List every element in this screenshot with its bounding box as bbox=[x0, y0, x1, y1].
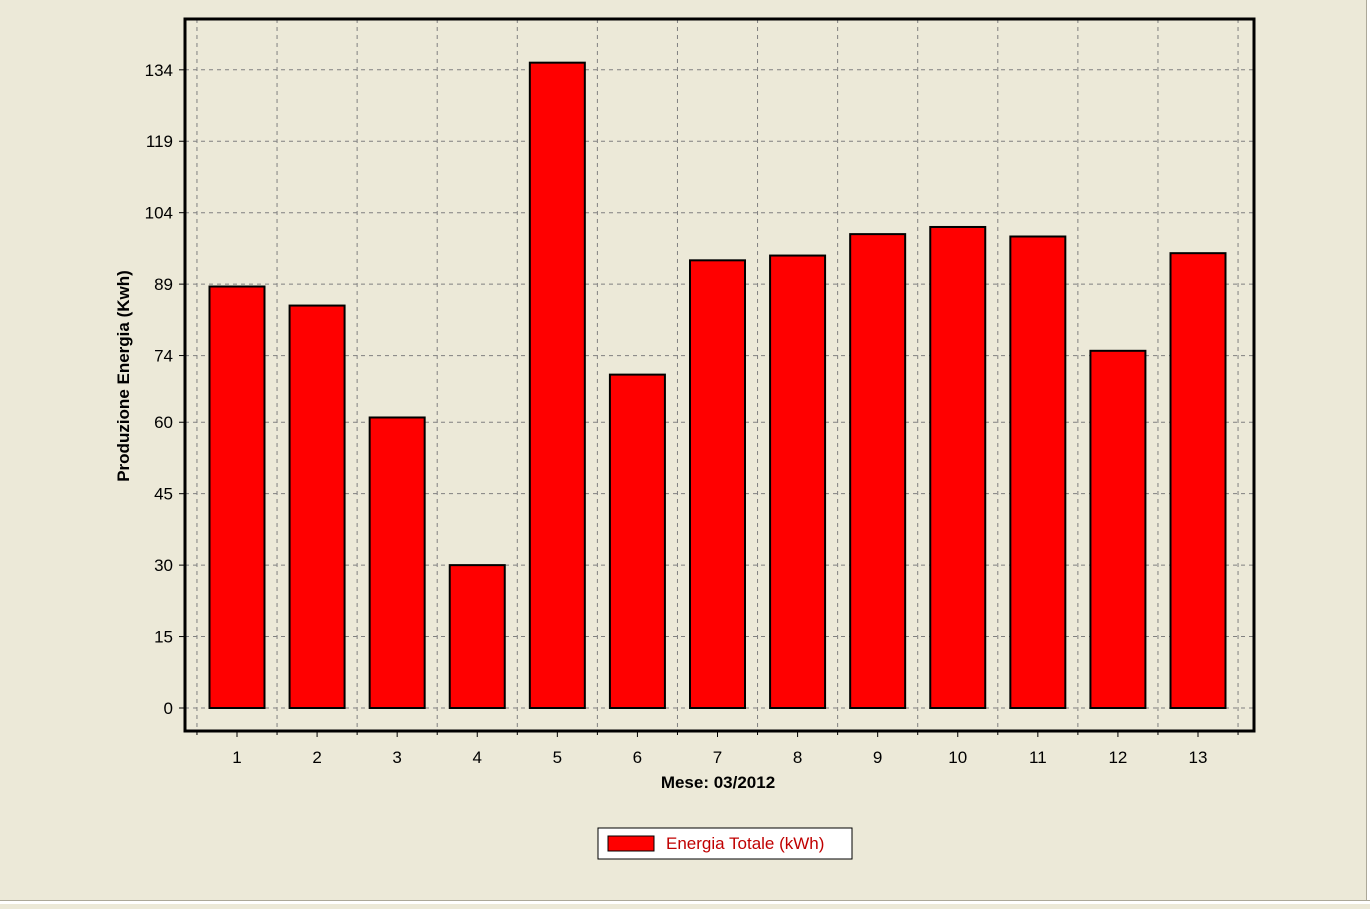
y-tick-label: 45 bbox=[154, 485, 173, 504]
bar-1 bbox=[208, 285, 266, 709]
legend-swatch bbox=[607, 835, 655, 852]
x-tick-label: 13 bbox=[1189, 748, 1208, 767]
y-tick-label: 15 bbox=[154, 628, 173, 647]
x-tick-label: 3 bbox=[392, 748, 401, 767]
x-tick-label: 2 bbox=[312, 748, 321, 767]
bar-5 bbox=[528, 61, 586, 709]
bar-11 bbox=[1009, 235, 1067, 709]
y-tick-label: 119 bbox=[146, 132, 173, 151]
y-tick-label: 0 bbox=[164, 699, 173, 718]
y-tick-label: 60 bbox=[154, 413, 173, 432]
x-tick-label: 4 bbox=[473, 748, 482, 767]
x-tick-label: 5 bbox=[553, 748, 562, 767]
y-tick-label: 74 bbox=[154, 347, 173, 366]
legend-label: Energia Totale (kWh) bbox=[666, 834, 824, 853]
x-tick-label: 6 bbox=[633, 748, 642, 767]
legend: Energia Totale (kWh) bbox=[597, 827, 853, 860]
y-axis-title: Produzione Energia (Kwh) bbox=[114, 270, 133, 482]
bar-3 bbox=[368, 416, 426, 709]
y-tick-label: 134 bbox=[145, 61, 173, 80]
window-edge-right bbox=[1366, 0, 1370, 904]
bar-6 bbox=[608, 373, 666, 709]
bar-13 bbox=[1169, 252, 1227, 709]
bar-4 bbox=[448, 564, 506, 709]
y-tick-label: 30 bbox=[154, 556, 173, 575]
bar-8 bbox=[769, 254, 827, 709]
y-axis: 0 15 30 45 60 74 89 104 119 134 bbox=[145, 61, 185, 718]
window-edge-bottom bbox=[0, 900, 1370, 904]
x-tick-label: 11 bbox=[1029, 748, 1047, 767]
bars-group bbox=[208, 61, 1227, 709]
x-tick-label: 7 bbox=[713, 748, 722, 767]
x-axis-title: Mese: 03/2012 bbox=[661, 773, 775, 792]
y-tick-label: 89 bbox=[154, 275, 173, 294]
grid-lines bbox=[185, 19, 1254, 731]
x-axis: 1 2 3 4 5 6 7 8 9 10 11 12 13 bbox=[196, 731, 1239, 767]
x-tick-label: 10 bbox=[948, 748, 967, 767]
bar-7 bbox=[689, 259, 746, 709]
x-tick-label: 9 bbox=[873, 748, 882, 767]
x-tick-label: 1 bbox=[232, 748, 241, 767]
x-tick-label: 8 bbox=[793, 748, 802, 767]
bar-12 bbox=[1089, 349, 1147, 709]
bar-2 bbox=[288, 304, 346, 709]
bar-10 bbox=[929, 225, 987, 709]
plot-area-border bbox=[183, 17, 1256, 733]
y-tick-label: 104 bbox=[145, 204, 173, 223]
bar-9 bbox=[849, 233, 907, 709]
x-tick-label: 12 bbox=[1108, 748, 1127, 767]
